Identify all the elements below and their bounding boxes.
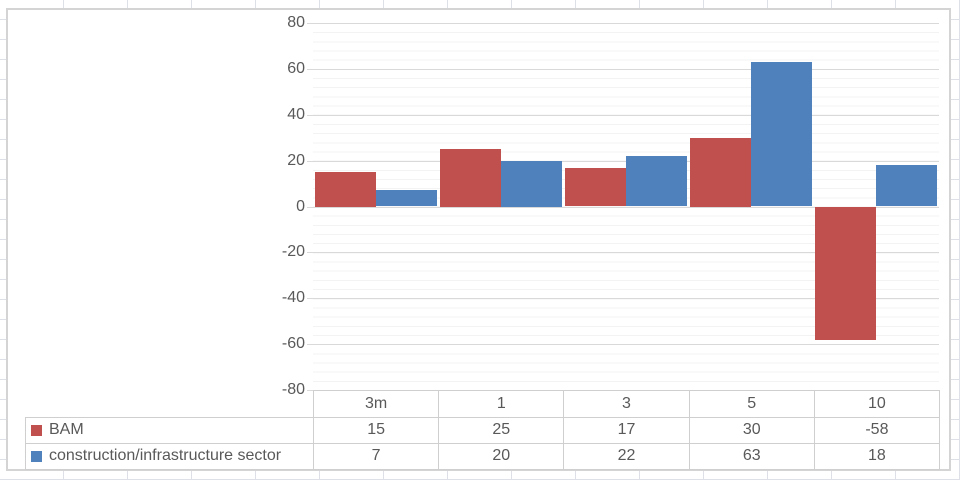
y-axis-tick-label: -80 [281,381,305,398]
series-row-sector: construction/infrastructure sector 7 20 22 6… [25,443,940,470]
bar-sector-10[interactable] [876,165,938,207]
value-cell-bam-3m: 15 [313,417,438,443]
y-axis-tick-label: 40 [287,105,305,123]
bar-sector-3[interactable] [626,156,687,207]
value-cell-sector-3: 22 [563,444,688,469]
bar-sector-3m[interactable] [375,190,437,207]
series-row-bam: BAM 15 25 17 30 -58 [25,416,940,444]
bar-sector-1[interactable] [500,160,562,207]
major-gridline [307,206,939,208]
bar-bam-3[interactable] [565,167,626,207]
category-label-3m: 3m [313,391,438,417]
major-gridline [307,114,939,116]
y-axis-tick-label: 20 [287,151,305,169]
y-axis-tick-label: 60 [287,59,305,77]
value-cell-bam-10: -58 [813,417,939,443]
value-cell-sector-3m: 7 [313,444,438,469]
legend-swatch-bam-icon [31,424,42,436]
value-cell-sector-1: 20 [438,444,563,469]
value-cell-sector-10: 18 [813,444,939,469]
bar-sector-5[interactable] [751,61,813,207]
y-axis-tick-label: 0 [296,197,305,215]
legend-item-bam[interactable]: BAM [26,418,313,444]
legend-item-sector[interactable]: construction/infrastructure sector [26,444,313,469]
legend-swatch-sector-icon [31,450,42,462]
category-label-10: 10 [813,391,939,417]
bar-bam-5[interactable] [690,137,752,207]
y-axis-tick-label: -20 [281,243,305,261]
bar-bam-3m[interactable] [314,172,376,207]
category-label-1: 1 [438,391,563,417]
bars-layer [313,23,939,390]
legend-series-label: BAM [49,421,84,439]
category-label-3: 3 [563,391,688,417]
major-gridline [307,344,939,346]
value-cell-sector-5: 63 [688,444,814,469]
legend-series-label: construction/infrastructure sector [49,447,282,465]
bar-bam-1[interactable] [439,149,501,207]
major-gridline [307,23,939,24]
major-gridline [307,252,939,254]
bar-bam-10[interactable] [815,206,877,340]
value-cell-bam-3: 17 [563,417,688,443]
major-gridline [307,68,939,70]
category-label-5: 5 [688,391,814,417]
major-gridline [307,298,939,300]
y-axis-tick-label: 80 [287,14,305,31]
chart-area[interactable]: 80 60 40 20 0 -20 -40 -60 -80 3m 1 3 5 10 BAM 15 25 17 30-… [6,8,951,471]
y-axis-tick-label: -60 [281,335,305,353]
major-gridline [307,160,939,162]
y-axis-tick-label: -40 [281,289,305,307]
value-cell-bam-1: 25 [438,417,563,443]
category-header-row: 3m 1 3 5 10 [313,390,940,417]
value-cell-bam-5: 30 [688,417,814,443]
